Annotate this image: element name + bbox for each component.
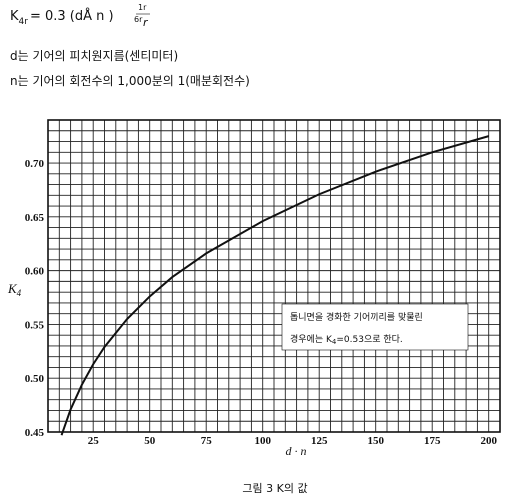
y-tick-label: 0.65 xyxy=(25,212,45,224)
exp-tail: r xyxy=(143,16,149,29)
annotation-text: =0.53으로 한다. xyxy=(336,334,402,345)
y-tick-label: 0.70 xyxy=(25,158,45,170)
y-label: K4 xyxy=(7,281,22,298)
plot-frame xyxy=(47,119,501,433)
x-tick-label: 100 xyxy=(254,435,271,447)
formula-rest: = 0.3 (dÅ n ) xyxy=(30,8,114,24)
x-tick-label: 50 xyxy=(144,435,156,447)
note: d는 기어의 피치원지름(센티미터) xyxy=(10,49,178,63)
exp-top: 1r xyxy=(138,3,147,12)
curve xyxy=(60,135,489,436)
formula-k: K xyxy=(10,9,19,24)
formula: K4r = 0.3 (dÅ n ) xyxy=(10,8,114,27)
y-tick-label: 0.60 xyxy=(25,266,45,278)
annotation-line: 톱니면을 경화한 기어끼리를 맞물린 xyxy=(290,311,423,323)
exp-bottom: 6r xyxy=(134,15,143,24)
annotation-sub: 4 xyxy=(332,338,337,346)
y-tick-label: 0.50 xyxy=(25,373,45,385)
y-tick-label: 0.55 xyxy=(25,319,45,331)
x-tick-label: 25 xyxy=(88,435,100,447)
x-tick-label: 75 xyxy=(201,435,213,447)
caption: 그림 3 K의 값 xyxy=(242,482,307,495)
x-tick-label: 200 xyxy=(480,435,497,447)
y-label-text: K xyxy=(7,281,18,296)
y-label-sub: 4 xyxy=(17,288,22,298)
annotation-text: 경우에는 K xyxy=(290,333,333,345)
x-tick-label: 125 xyxy=(311,435,328,447)
x-tick-label: 175 xyxy=(424,435,441,447)
note: n는 기어의 회전수의 1,000분의 1(매분회전수) xyxy=(10,74,250,88)
x-tick-label: 150 xyxy=(367,435,384,447)
formula-sub: 4r xyxy=(19,17,29,27)
y-tick-label: 0.45 xyxy=(25,427,45,439)
annotation-box xyxy=(281,303,469,351)
annotation-line: 경우에는 K4=0.53으로 한다. xyxy=(290,333,403,346)
x-label: d · n xyxy=(286,444,307,458)
